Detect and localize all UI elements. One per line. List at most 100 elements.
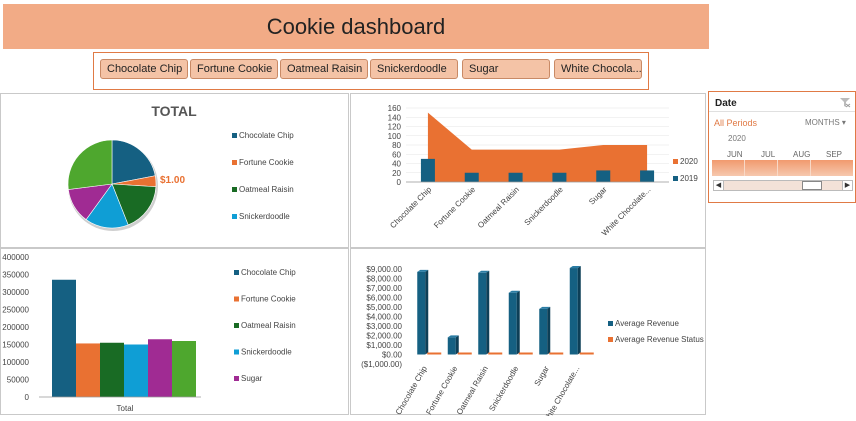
legend-swatch <box>232 214 237 219</box>
x-tick-label: Snickerdoodle <box>523 185 566 228</box>
legend-swatch <box>232 133 237 138</box>
pie-data-label: $1.00 <box>160 175 185 186</box>
pie-chart-panel[interactable]: TOTAL $1.00 Chocolate Chip Fortune Cookie… <box>0 93 349 248</box>
column-2019 <box>420 158 435 182</box>
legend-swatch <box>234 296 239 302</box>
y-tick-label: 120 <box>388 123 402 132</box>
revenue-status-bar <box>457 352 472 355</box>
bar <box>52 279 76 397</box>
x-tick-label: White Chocolate... <box>600 185 653 238</box>
slicer-item-white-chocolate[interactable]: White Chocola... <box>554 59 642 79</box>
revenue-status-bar <box>549 352 564 355</box>
legend-label: Oatmeal Raisin <box>239 185 294 194</box>
x-tick-label: Sugar <box>587 185 609 207</box>
y-tick-label: $6,000.00 <box>366 294 402 303</box>
time-level-label: MONTHS <box>805 118 840 127</box>
slicer-item-sugar[interactable]: Sugar <box>462 59 550 79</box>
x-tick-label: Chocolate Chip <box>388 185 433 230</box>
legend-swatch <box>673 159 678 164</box>
y-tick-label: 50000 <box>7 376 30 385</box>
slicer-item-chocolate-chip[interactable]: Chocolate Chip <box>100 59 188 79</box>
chevron-down-icon: ▾ <box>841 118 846 127</box>
slicer-item-oatmeal-raisin[interactable]: Oatmeal Raisin <box>280 59 368 79</box>
pie-slice <box>67 139 113 190</box>
slicer-item-snickerdoodle[interactable]: Snickerdoodle <box>370 59 458 79</box>
date-timeline: Date All Periods MONTHS ▾ 2020 JUN JUL A… <box>708 91 856 203</box>
y-tick-label: 350000 <box>2 271 29 280</box>
legend-label: Sugar <box>241 374 263 383</box>
clear-filter-icon[interactable] <box>839 97 851 108</box>
revenue-column <box>539 308 548 355</box>
y-tick-label: 40 <box>392 160 401 169</box>
timeline-scrollbar[interactable]: ◀ ▶ <box>713 180 853 191</box>
revenue-column-top <box>539 306 551 309</box>
x-tick-label: Chocolate Chip <box>394 364 429 416</box>
column-2019 <box>552 172 567 182</box>
x-tick-label: Oatmeal Raisin <box>455 365 490 417</box>
x-tick-label: Fortune Cookie <box>424 364 459 416</box>
y-tick-label: 60 <box>392 150 401 159</box>
revenue-column-top <box>417 269 429 272</box>
timeline-title: Date <box>715 98 737 109</box>
legend-label: Chocolate Chip <box>239 131 294 140</box>
x-tick-label: Oatmeal Raisin <box>476 185 521 230</box>
scroll-left-icon[interactable]: ◀ <box>714 181 724 190</box>
revenue-column <box>417 271 426 355</box>
month-jul: JUL <box>761 150 776 159</box>
month-jun: JUN <box>727 150 743 159</box>
month-aug: AUG <box>793 150 811 159</box>
revenue-status-bar <box>518 352 533 355</box>
legend-label: Snickerdoodle <box>239 212 290 221</box>
revenue-status-bar <box>579 352 594 355</box>
scroll-right-icon[interactable]: ▶ <box>842 181 852 190</box>
revenue-column <box>478 272 487 355</box>
y-tick-label: 0 <box>25 393 30 402</box>
legend-label: Average Revenue Status <box>615 335 704 344</box>
revenue-column-side <box>486 270 490 355</box>
column-2019 <box>508 172 523 182</box>
revenue-status-bar <box>488 352 503 355</box>
revenue-column-side <box>425 269 429 355</box>
area-series-2020 <box>427 112 648 182</box>
legend-swatch <box>232 160 237 165</box>
revenue-column-side <box>516 290 520 355</box>
bar <box>172 341 196 397</box>
time-level-dropdown[interactable]: MONTHS ▾ <box>805 118 846 127</box>
y-tick-label: 20 <box>392 169 401 178</box>
revenue-column-top <box>447 335 459 338</box>
pie-slice <box>111 139 156 185</box>
y-tick-label: 160 <box>388 104 402 113</box>
revenue-chart-panel[interactable]: ($1,000.00) $0.00 $1,000.00 $2,000.00 $3,000… <box>350 248 706 421</box>
legend-swatch <box>234 270 239 275</box>
x-tick-label: Total <box>117 404 134 413</box>
revenue-column-top <box>569 266 581 269</box>
y-tick-label: 250000 <box>2 306 29 315</box>
y-tick-label: $9,000.00 <box>366 265 402 274</box>
timeline-period-bar[interactable] <box>712 160 853 176</box>
legend-swatch <box>608 337 613 342</box>
bar-chart-panel[interactable]: 0 50000 100000 150000 200000 250000 300000 3500… <box>0 248 349 415</box>
y-tick-label: 300000 <box>2 288 29 297</box>
pie-slice <box>85 183 129 229</box>
revenue-column-side <box>455 335 459 355</box>
y-tick-label: 140 <box>388 113 402 122</box>
bar-chart: 0 50000 100000 150000 200000 250000 300000 3500… <box>2 253 296 413</box>
revenue-column-side <box>547 306 551 355</box>
scroll-thumb[interactable] <box>802 181 822 190</box>
y-tick-label: $0.00 <box>382 351 403 360</box>
bar <box>124 344 148 397</box>
legend-swatch <box>234 349 239 355</box>
x-tick-label: Sugar <box>533 364 552 387</box>
legend-swatch <box>673 176 678 181</box>
bar <box>76 343 100 397</box>
revenue-column-top <box>508 290 520 293</box>
month-sep: SEP <box>826 150 843 159</box>
slicer-item-fortune-cookie[interactable]: Fortune Cookie <box>190 59 278 79</box>
y-tick-label: 200000 <box>2 323 29 332</box>
legend-swatch <box>232 187 237 192</box>
y-tick-label: $8,000.00 <box>366 275 402 284</box>
y-tick-label: $3,000.00 <box>366 322 402 331</box>
combo-chart-panel[interactable]: 0 20 40 60 80 100 120 140 160 Chocolate Chip Fortu… <box>350 93 706 248</box>
all-periods-label[interactable]: All Periods <box>714 118 758 128</box>
revenue-column <box>508 292 517 355</box>
